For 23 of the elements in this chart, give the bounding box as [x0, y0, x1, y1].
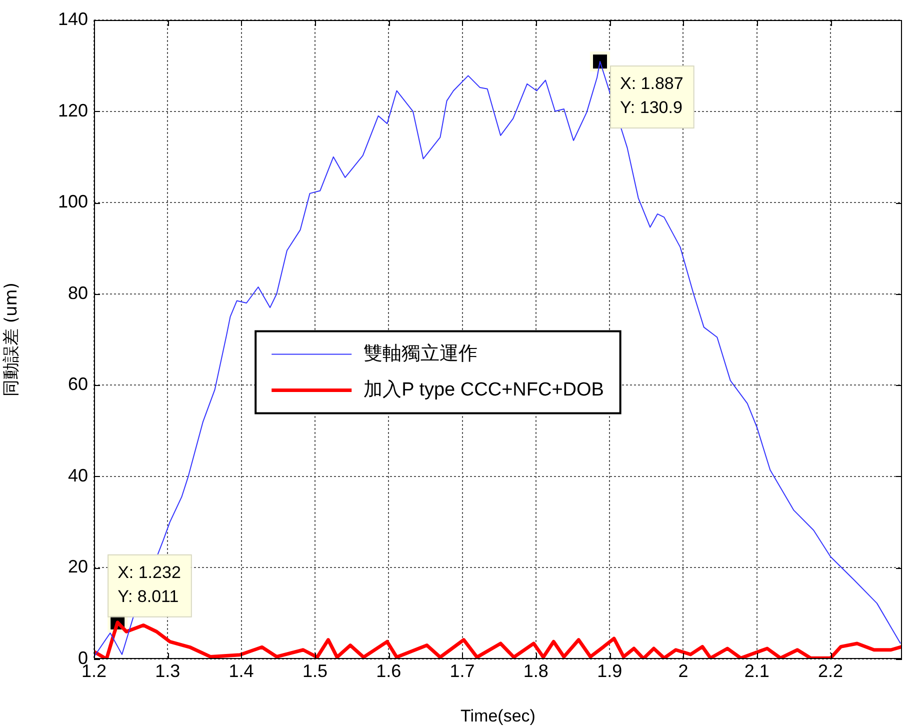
x-tick-label: 2.2 — [818, 660, 844, 681]
y-tick-label: 40 — [68, 465, 88, 486]
y-tick-label: 120 — [58, 100, 88, 120]
annotation: X: 1.887 Y: 130.9 — [620, 74, 684, 118]
x-tick-label: 1.4 — [228, 660, 254, 681]
x-tick-label: 2.1 — [744, 660, 770, 681]
y-tick-label: 140 — [58, 8, 88, 29]
y-tick-label: 100 — [58, 192, 88, 212]
y-tick-label: 20 — [68, 556, 88, 577]
x-tick-label: 1.6 — [376, 660, 402, 681]
x-tick-label: 1.9 — [597, 660, 622, 681]
annotation: X: 1.232 Y: 8.011 — [118, 563, 181, 606]
x-tick-label: 2 — [678, 660, 688, 681]
y-tick-label: 80 — [68, 282, 88, 303]
x-tick-label: 1.3 — [155, 660, 180, 681]
legend-label: 加入P type CCC+NFC+DOB — [364, 380, 604, 401]
x-axis-title: Time(sec) — [460, 706, 536, 726]
x-tick-label: 1.5 — [302, 660, 328, 681]
legend-label: 雙軸獨立運作 — [364, 342, 478, 365]
y-axis-title: 同動誤差 (um) — [2, 282, 22, 397]
y-tick-label: 60 — [68, 374, 88, 394]
x-tick-label: 1.8 — [523, 660, 548, 681]
x-tick-label: 1.7 — [450, 660, 475, 681]
